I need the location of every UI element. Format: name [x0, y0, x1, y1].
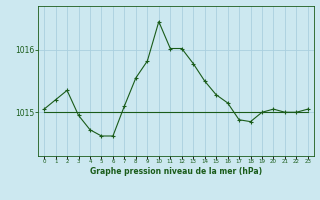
- X-axis label: Graphe pression niveau de la mer (hPa): Graphe pression niveau de la mer (hPa): [90, 167, 262, 176]
